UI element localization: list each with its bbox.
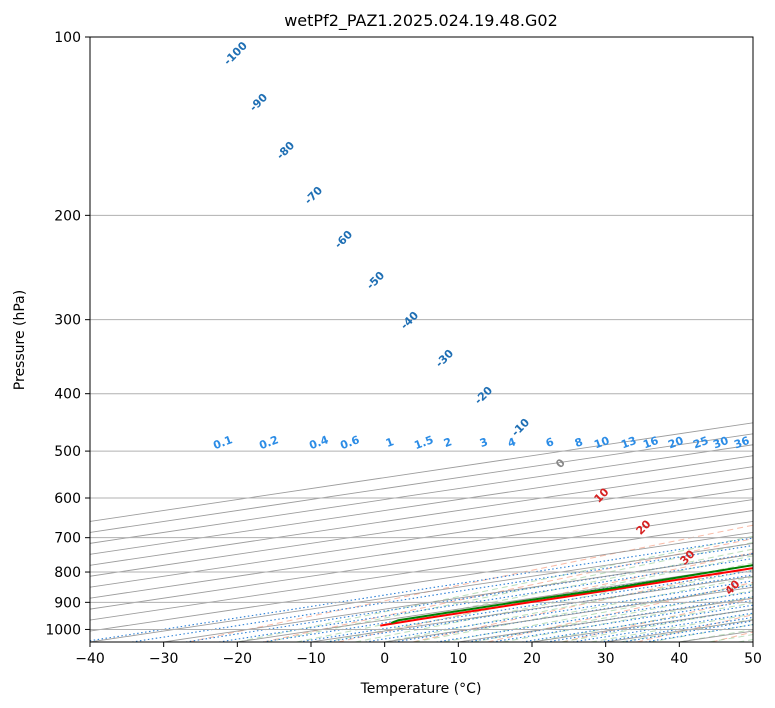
x-tick-label: 30 [597,651,615,667]
x-tick-label: 20 [523,651,541,667]
x-tick-label: 40 [670,651,688,667]
isotherm-line [90,520,753,621]
plot-frame [89,36,754,643]
mixing-ratio-label: 0.2 [257,433,280,452]
x-tick-label: 50 [744,651,762,667]
chart-title: wetPf2_PAZ1.2025.024.19.48.G02 [284,11,558,31]
grid [90,37,753,642]
mixing-ratio-label: 25 [691,434,710,451]
mixing-ratio-line [436,591,753,642]
mixing-ratio-line [492,599,753,642]
x-tick-label: −40 [75,651,105,667]
mixing-ratio-label: 1 [384,435,396,450]
mixing-ratio-line [90,537,753,642]
isotherm-line [90,466,753,566]
isotherm-line [90,477,753,577]
moist-adiabat-line [768,215,775,642]
mixing-ratio-label: 8 [573,435,585,450]
y-tick-label: 200 [54,208,81,224]
ticks: −40 −30 −20 −10 0 10 20 30 40 50 1000 900 800 700 600 5… [45,30,762,667]
plot-area [90,37,753,642]
mixing-ratio-line [131,544,753,642]
mixing-ratio-line [522,604,753,642]
mixing-ratio-label: 0.6 [338,433,361,452]
moist-adiabat-line [443,583,753,642]
mixing-ratio-label: 4 [506,435,518,450]
mixing-ratio-label: 3 [478,435,490,450]
mixing-ratio-line [218,557,753,642]
mixing-ratio-label: 36 [732,434,751,452]
dry-adiabat-line [487,581,753,642]
mixing-ratio-label: 1.5 [412,433,435,452]
moist-adiabat-line [355,562,753,642]
mixing-ratio-label: 6 [544,435,556,450]
y-tick-label: 900 [54,595,81,611]
isotherm-line [90,499,753,599]
mixing-ratio-label: 20 [666,434,685,452]
isotherm-line [90,488,753,588]
dry-adiabat-line [188,524,753,642]
y-tick-label: 100 [54,30,81,46]
x-axis-label: Temperature (°C) [360,681,482,697]
dry-adiabat-line [263,538,753,642]
isotherm-line [90,444,753,544]
isotherm-line [90,510,753,610]
y-axis-label: Pressure (hPa) [12,290,28,390]
y-tick-label: 1000 [45,622,81,638]
y-tick-label: 300 [54,313,81,329]
x-tick-label: −30 [149,651,179,667]
isotherm-line [90,531,753,632]
x-tick-label: 10 [449,651,467,667]
mixing-ratio-label: 30 [711,434,730,452]
isotherm-line [752,641,753,642]
moist-adiabat-line [237,535,753,642]
y-tick-label: 400 [54,387,81,403]
moist-adiabat-line [531,602,753,642]
isotherm-line [90,455,753,555]
mixing-ratio-label: 10 [592,434,611,452]
y-tick-label: 500 [54,444,81,460]
mixing-ratio-label: 2 [442,435,454,450]
x-tick-label: −10 [296,651,326,667]
y-tick-label: 800 [54,565,81,581]
x-tick-label: 0 [380,651,389,667]
mixing-ratio-label: 0.4 [307,433,330,452]
mixing-ratio-label: 13 [619,434,638,451]
y-tick-label: 700 [54,531,81,547]
y-tick-label: 600 [54,491,81,507]
mixing-ratio-label: 16 [641,434,660,452]
mixing-ratio-label: 0.1 [211,433,234,452]
x-tick-label: −20 [223,651,253,667]
